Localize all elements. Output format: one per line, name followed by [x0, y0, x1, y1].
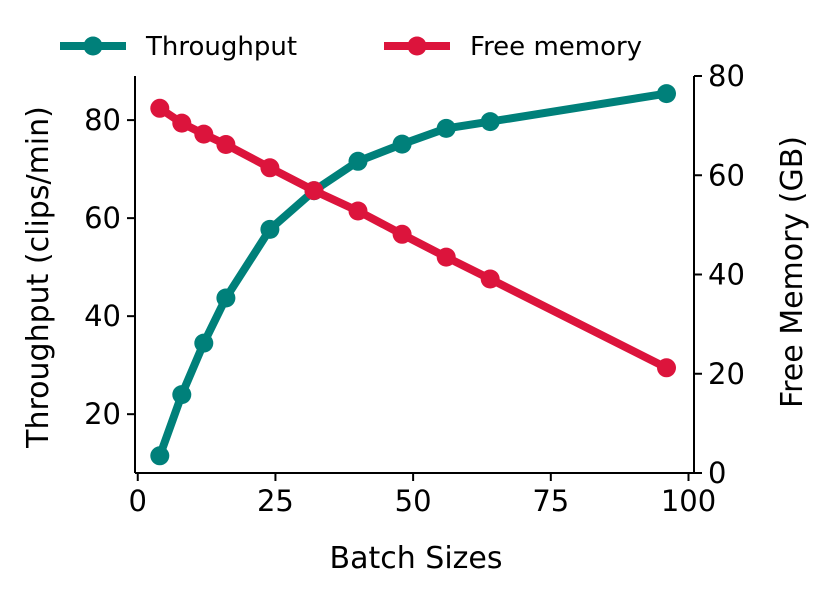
x-tick-label: 0 — [129, 484, 147, 518]
data-point — [657, 358, 676, 378]
x-tick-label: 25 — [257, 484, 294, 518]
legend-item-throughput: Throughput — [60, 32, 297, 62]
y-left-tick-label: 60 — [84, 201, 121, 235]
data-point — [657, 84, 676, 104]
data-point — [392, 224, 412, 244]
data-point — [304, 181, 324, 201]
legend-label: Throughput — [145, 32, 297, 62]
data-point — [194, 333, 214, 353]
legend-marker — [83, 36, 103, 56]
y-axis-label-left: Throughput (clips/min) — [21, 106, 56, 449]
data-point — [150, 446, 170, 466]
y-left-tick-label: 80 — [84, 103, 121, 137]
plot-area — [150, 84, 676, 466]
data-point — [172, 385, 192, 405]
axes: 0 25 50 75 100 20 40 60 80 0 20 40 60 80 — [84, 59, 745, 518]
legend: Throughput Free memory — [60, 32, 642, 62]
data-point — [216, 135, 236, 154]
data-point — [348, 201, 368, 221]
series-free-memory — [150, 98, 676, 378]
y-right-tick-label: 0 — [708, 456, 726, 490]
data-point — [436, 118, 456, 138]
x-axis-label: Batch Sizes — [330, 541, 503, 576]
data-point — [392, 134, 412, 154]
data-point — [260, 158, 280, 178]
data-point — [480, 269, 500, 289]
x-tick-label: 50 — [395, 484, 432, 518]
data-point — [172, 113, 192, 133]
y-right-tick-label: 20 — [708, 357, 745, 391]
data-point — [480, 112, 500, 132]
y-right-tick-label: 80 — [708, 59, 745, 93]
x-tick-label: 75 — [532, 484, 569, 518]
legend-label: Free memory — [470, 32, 642, 62]
data-point — [436, 247, 456, 267]
y-right-tick-label: 40 — [708, 258, 745, 292]
y-left-tick-label: 20 — [84, 397, 121, 431]
data-point — [194, 124, 214, 144]
y-right-tick-label: 60 — [708, 158, 745, 192]
series-line — [155, 104, 671, 372]
y-left-tick-label: 40 — [84, 299, 121, 333]
data-point — [348, 151, 368, 171]
data-point — [216, 288, 236, 308]
legend-marker — [407, 36, 427, 56]
legend-item-free-memory: Free memory — [384, 32, 642, 62]
x-tick-label: 100 — [661, 484, 716, 518]
data-point — [150, 98, 170, 118]
y-axis-label-right: Free Memory (GB) — [775, 136, 810, 408]
data-point — [260, 219, 280, 239]
